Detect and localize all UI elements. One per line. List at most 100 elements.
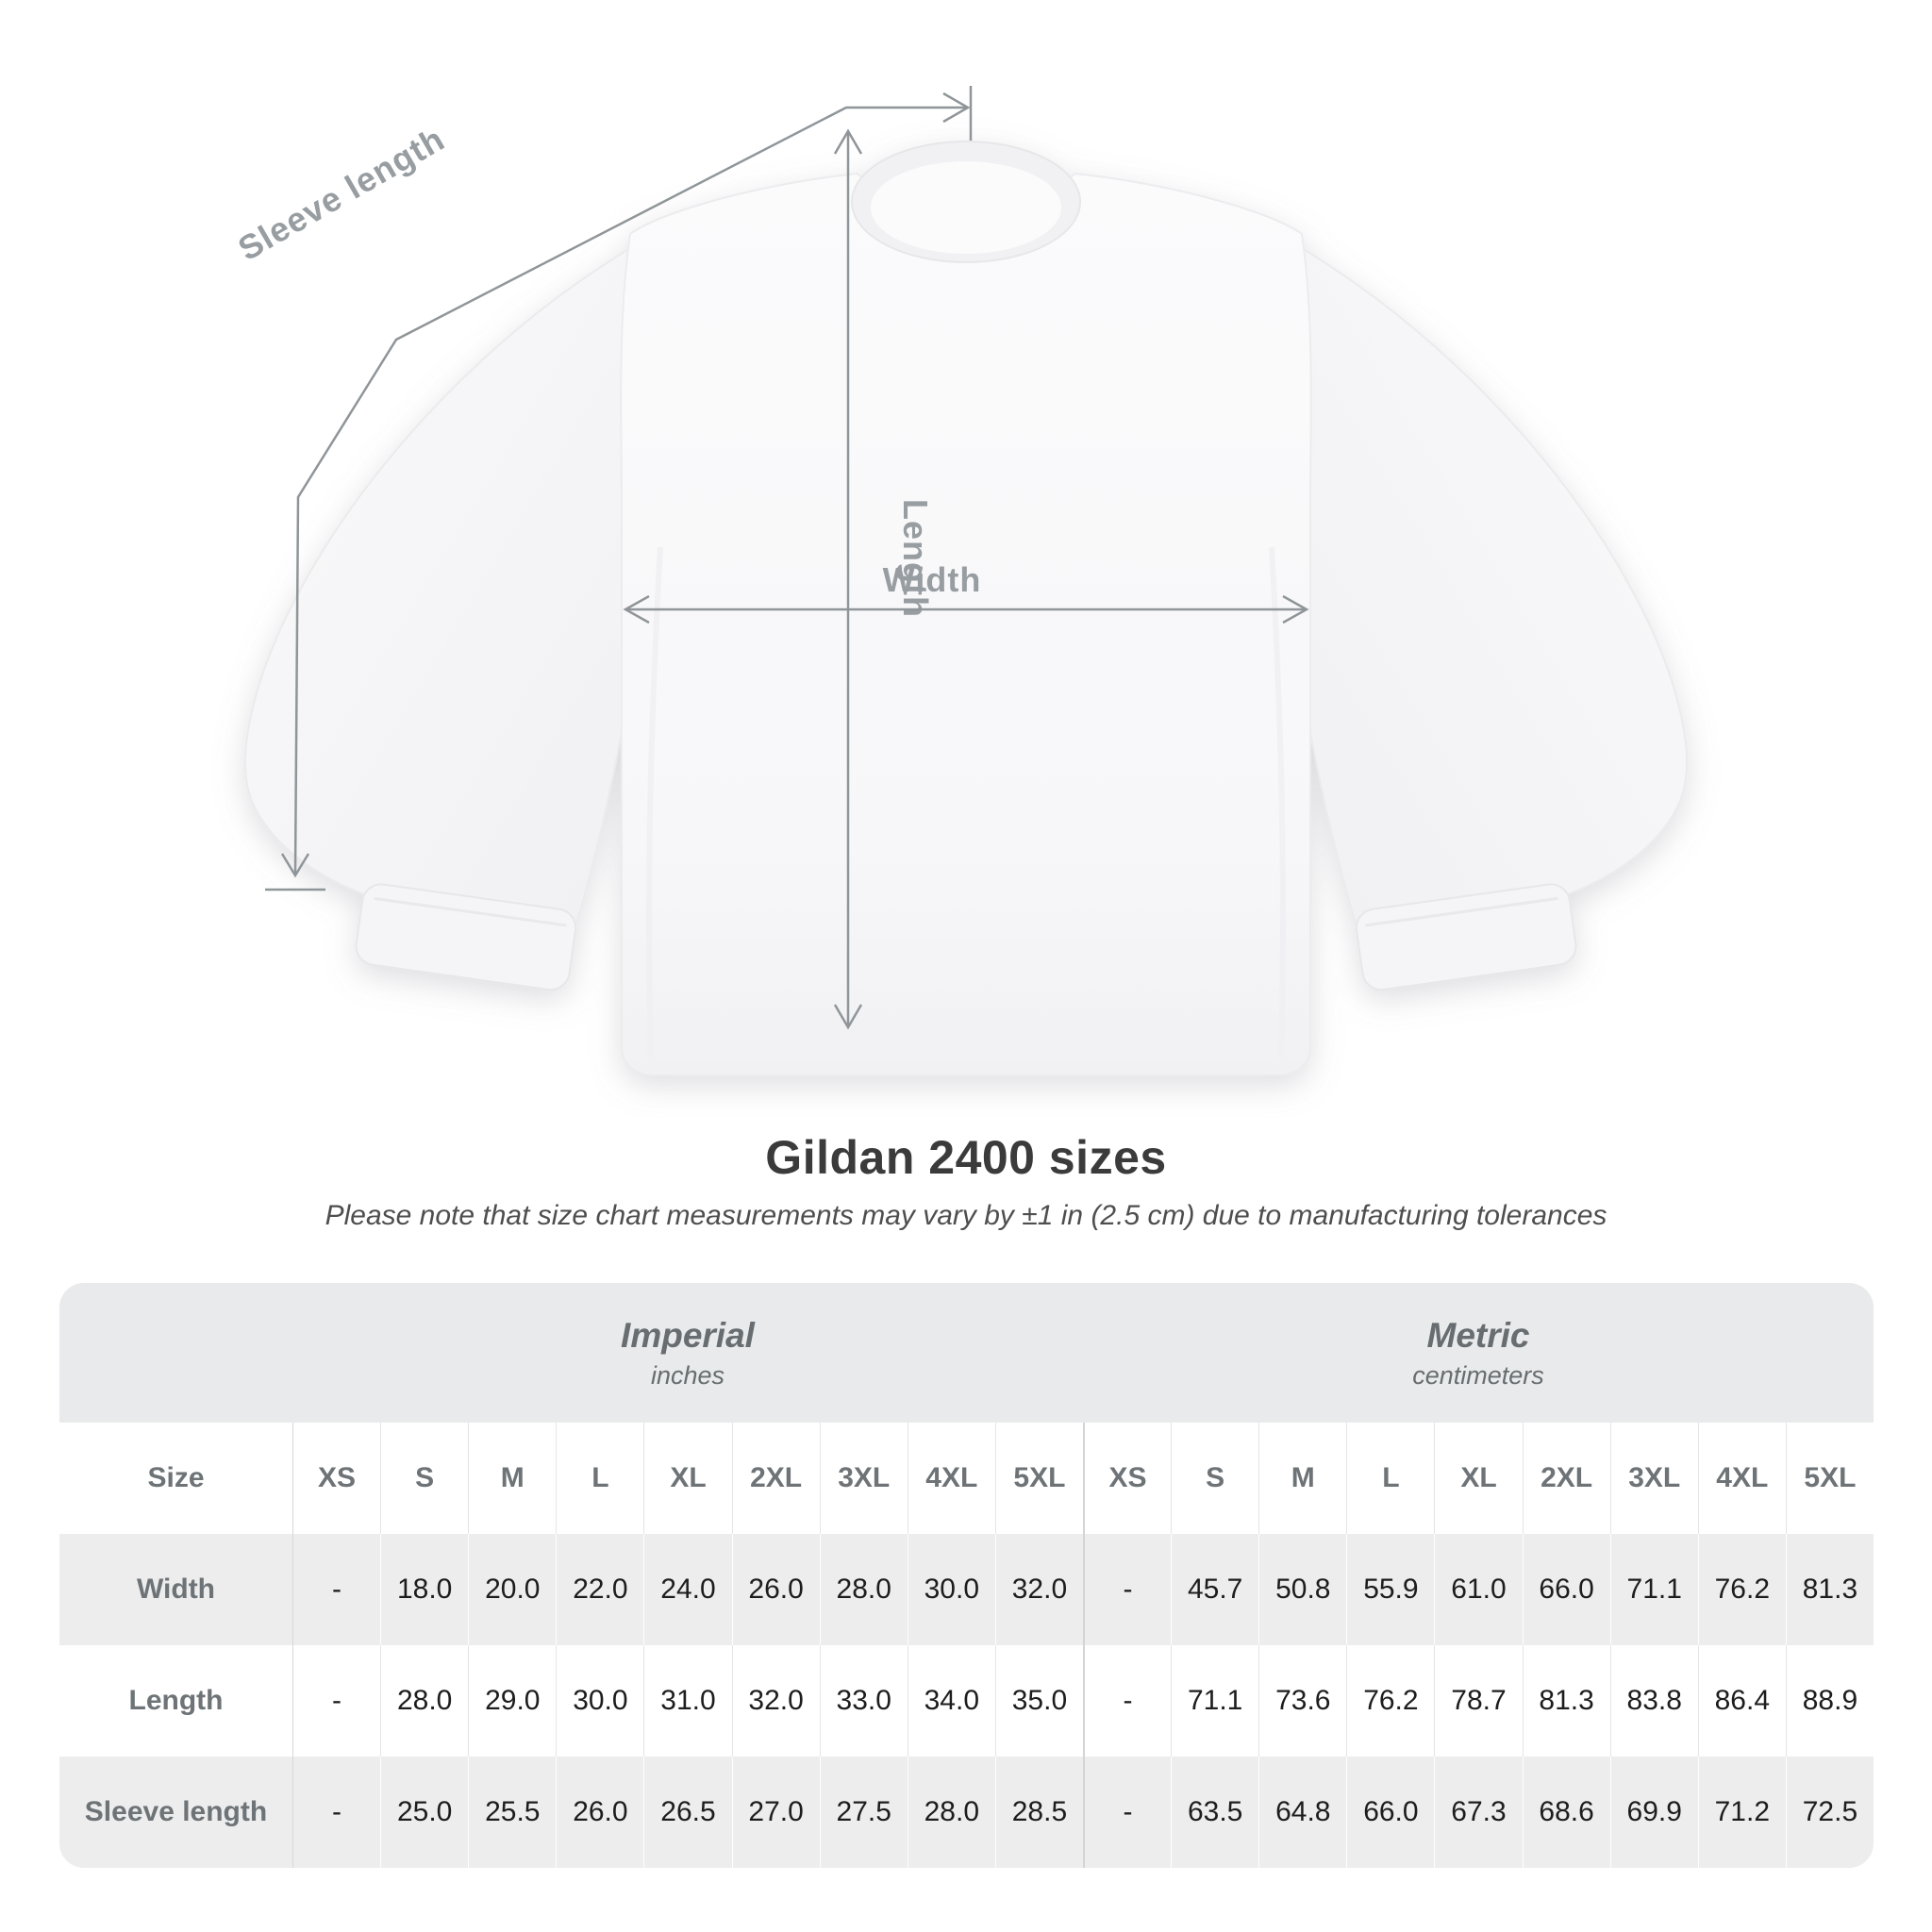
length-measure: Length <box>833 128 935 1030</box>
value-cell: - <box>1083 1757 1172 1868</box>
imperial-section-header: Imperial inches <box>292 1283 1083 1423</box>
collar-inner <box>871 161 1061 254</box>
size-header-cell: M <box>1258 1423 1347 1534</box>
value-cell: 28.0 <box>819 1534 908 1645</box>
value-cell: 72.5 <box>1785 1757 1874 1868</box>
size-header-cell: L <box>1346 1423 1435 1534</box>
value-cell: 20.0 <box>468 1534 557 1645</box>
value-cell: 45.7 <box>1171 1534 1259 1645</box>
value-cell: 30.0 <box>556 1645 644 1757</box>
page-title: Gildan 2400 sizes <box>765 1131 1167 1184</box>
value-cell: 30.0 <box>907 1534 995 1645</box>
value-cell: 24.0 <box>643 1534 732 1645</box>
value-cell: 26.0 <box>556 1757 644 1868</box>
value-cell: 26.5 <box>643 1757 732 1868</box>
size-header-cell: S <box>380 1423 469 1534</box>
value-cell: 73.6 <box>1258 1645 1347 1757</box>
size-header-cell: 3XL <box>1609 1423 1698 1534</box>
value-cell: 28.0 <box>907 1757 995 1868</box>
value-cell: 66.0 <box>1522 1534 1610 1645</box>
right-sleeve <box>1266 227 1688 994</box>
value-cell: - <box>1083 1534 1172 1645</box>
value-cell: 33.0 <box>819 1645 908 1757</box>
value-cell: 81.3 <box>1522 1645 1610 1757</box>
value-cell: 71.2 <box>1697 1757 1786 1868</box>
length-label: Length <box>896 499 935 618</box>
size-table-grid: Imperial inches Metric centimeters Size X… <box>59 1283 1874 1868</box>
value-cell: 25.5 <box>468 1757 557 1868</box>
value-cell: 25.0 <box>380 1757 469 1868</box>
value-cell: 76.2 <box>1346 1645 1435 1757</box>
value-cell: 27.0 <box>731 1757 820 1868</box>
size-header-cell: XS <box>1083 1423 1172 1534</box>
row-label: Length <box>59 1645 292 1757</box>
row-label: Width <box>59 1534 292 1645</box>
value-cell: 34.0 <box>907 1645 995 1757</box>
value-cell: 32.0 <box>994 1534 1083 1645</box>
size-header-cell: XS <box>292 1423 381 1534</box>
value-cell: 28.5 <box>994 1757 1083 1868</box>
value-cell: 27.5 <box>819 1757 908 1868</box>
value-cell: 63.5 <box>1171 1757 1259 1868</box>
value-cell: - <box>292 1534 381 1645</box>
page-subtitle: Please note that size chart measurements… <box>325 1200 1607 1231</box>
value-cell: 71.1 <box>1171 1645 1259 1757</box>
value-cell: 31.0 <box>643 1645 732 1757</box>
size-header-cell: L <box>556 1423 644 1534</box>
value-cell: 88.9 <box>1785 1645 1874 1757</box>
metric-unit: centimeters <box>1412 1360 1544 1390</box>
value-cell: - <box>292 1757 381 1868</box>
size-header-cell: XL <box>643 1423 732 1534</box>
metric-title: Metric <box>1426 1315 1530 1355</box>
value-cell: 78.7 <box>1434 1645 1523 1757</box>
width-measure: Width <box>623 560 1309 625</box>
size-header-cell: 4XL <box>907 1423 995 1534</box>
size-header-cell: 5XL <box>1785 1423 1874 1534</box>
value-cell: 35.0 <box>994 1645 1083 1757</box>
shirt-illustration: Sleeve length Length Width <box>231 86 1688 1076</box>
imperial-title: Imperial <box>621 1315 755 1355</box>
imperial-unit: inches <box>650 1360 725 1390</box>
size-table: Imperial inches Metric centimeters Size X… <box>59 1283 1874 1868</box>
size-header-cell: XL <box>1434 1423 1523 1534</box>
value-cell: 18.0 <box>380 1534 469 1645</box>
left-cuff <box>355 883 577 991</box>
value-cell: 22.0 <box>556 1534 644 1645</box>
shirt-mockup <box>244 141 1688 1076</box>
size-header-cell: S <box>1171 1423 1259 1534</box>
width-label: Width <box>883 560 982 599</box>
value-cell: 32.0 <box>731 1645 820 1757</box>
value-cell: 69.9 <box>1609 1757 1698 1868</box>
value-cell: - <box>292 1645 381 1757</box>
size-column-header: Size <box>59 1423 292 1534</box>
row-label: Sleeve length <box>59 1757 292 1868</box>
size-header-cell: 5XL <box>994 1423 1083 1534</box>
value-cell: 81.3 <box>1785 1534 1874 1645</box>
sleeve-length-label: Sleeve length <box>231 119 451 268</box>
value-cell: 66.0 <box>1346 1757 1435 1868</box>
value-cell: 61.0 <box>1434 1534 1523 1645</box>
size-header-cell: 2XL <box>731 1423 820 1534</box>
table-corner-spacer <box>59 1283 292 1423</box>
metric-section-header: Metric centimeters <box>1083 1283 1874 1423</box>
value-cell: 71.1 <box>1609 1534 1698 1645</box>
value-cell: 29.0 <box>468 1645 557 1757</box>
torso <box>620 172 1312 1076</box>
value-cell: 68.6 <box>1522 1757 1610 1868</box>
value-cell: 50.8 <box>1258 1534 1347 1645</box>
value-cell: 67.3 <box>1434 1757 1523 1868</box>
value-cell: 26.0 <box>731 1534 820 1645</box>
left-sleeve <box>244 226 667 928</box>
value-cell: - <box>1083 1645 1172 1757</box>
size-header-cell: 3XL <box>819 1423 908 1534</box>
value-cell: 55.9 <box>1346 1534 1435 1645</box>
value-cell: 83.8 <box>1609 1645 1698 1757</box>
value-cell: 28.0 <box>380 1645 469 1757</box>
size-header-cell: 4XL <box>1697 1423 1786 1534</box>
size-header-cell: M <box>468 1423 557 1534</box>
value-cell: 86.4 <box>1697 1645 1786 1757</box>
value-cell: 64.8 <box>1258 1757 1347 1868</box>
value-cell: 76.2 <box>1697 1534 1786 1645</box>
size-header-cell: 2XL <box>1522 1423 1610 1534</box>
